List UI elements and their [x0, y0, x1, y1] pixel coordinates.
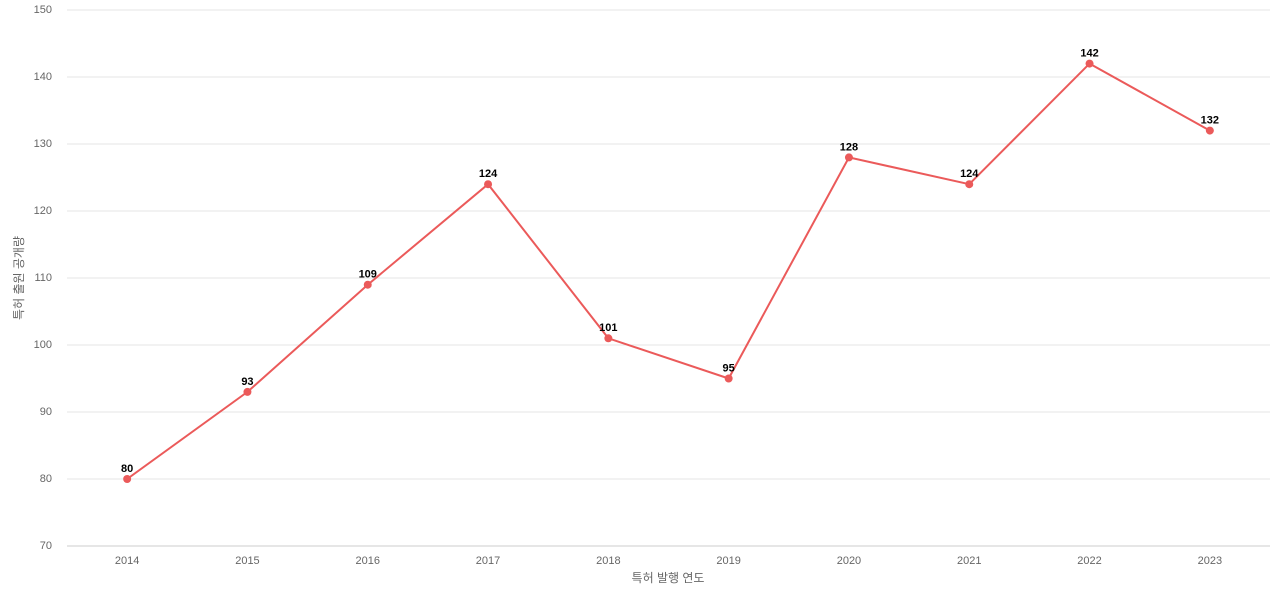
value-label: 132 [1201, 115, 1219, 127]
x-axis-label: 특허 발행 연도 [632, 570, 705, 585]
y-tick-label: 90 [40, 406, 52, 418]
point [604, 334, 613, 343]
value-label: 124 [479, 168, 498, 180]
y-tick-label: 100 [34, 339, 52, 351]
value-label: 101 [599, 322, 617, 334]
y-tick-label: 150 [34, 4, 52, 16]
x-tick-label: 2019 [716, 555, 740, 567]
point [844, 153, 853, 162]
value-label: 109 [359, 269, 377, 281]
value-label: 93 [241, 376, 253, 388]
x-tick-label: 2021 [957, 555, 981, 567]
x-tick-label: 2022 [1077, 555, 1101, 567]
point [363, 280, 372, 289]
x-tick-label: 2023 [1198, 555, 1222, 567]
x-tick-label: 2017 [476, 555, 500, 567]
y-tick-label: 140 [34, 71, 52, 83]
point [965, 180, 974, 189]
x-tick-label: 2014 [115, 555, 139, 567]
value-label: 95 [723, 362, 735, 374]
value-label: 142 [1080, 48, 1098, 60]
x-tick-label: 2015 [235, 555, 259, 567]
point [243, 387, 252, 396]
y-tick-label: 130 [34, 138, 52, 150]
y-tick-label: 120 [34, 205, 52, 217]
value-label: 80 [121, 463, 133, 475]
value-label: 124 [960, 168, 979, 180]
line [126, 62, 1211, 480]
x-tick-label: 2016 [356, 555, 380, 567]
y-tick-label: 110 [34, 272, 52, 284]
y-tick-label: 70 [40, 540, 52, 552]
point [1085, 59, 1094, 68]
point [123, 475, 132, 483]
value-label: 128 [840, 141, 858, 153]
point [484, 180, 493, 189]
x-tick-label: 2018 [596, 555, 620, 567]
y-axis-label: 특허 출원 공개량 [12, 236, 26, 320]
y-tick-label: 80 [40, 473, 52, 485]
point [724, 374, 733, 383]
x-tick-label: 2020 [837, 555, 861, 567]
point [1205, 126, 1214, 135]
